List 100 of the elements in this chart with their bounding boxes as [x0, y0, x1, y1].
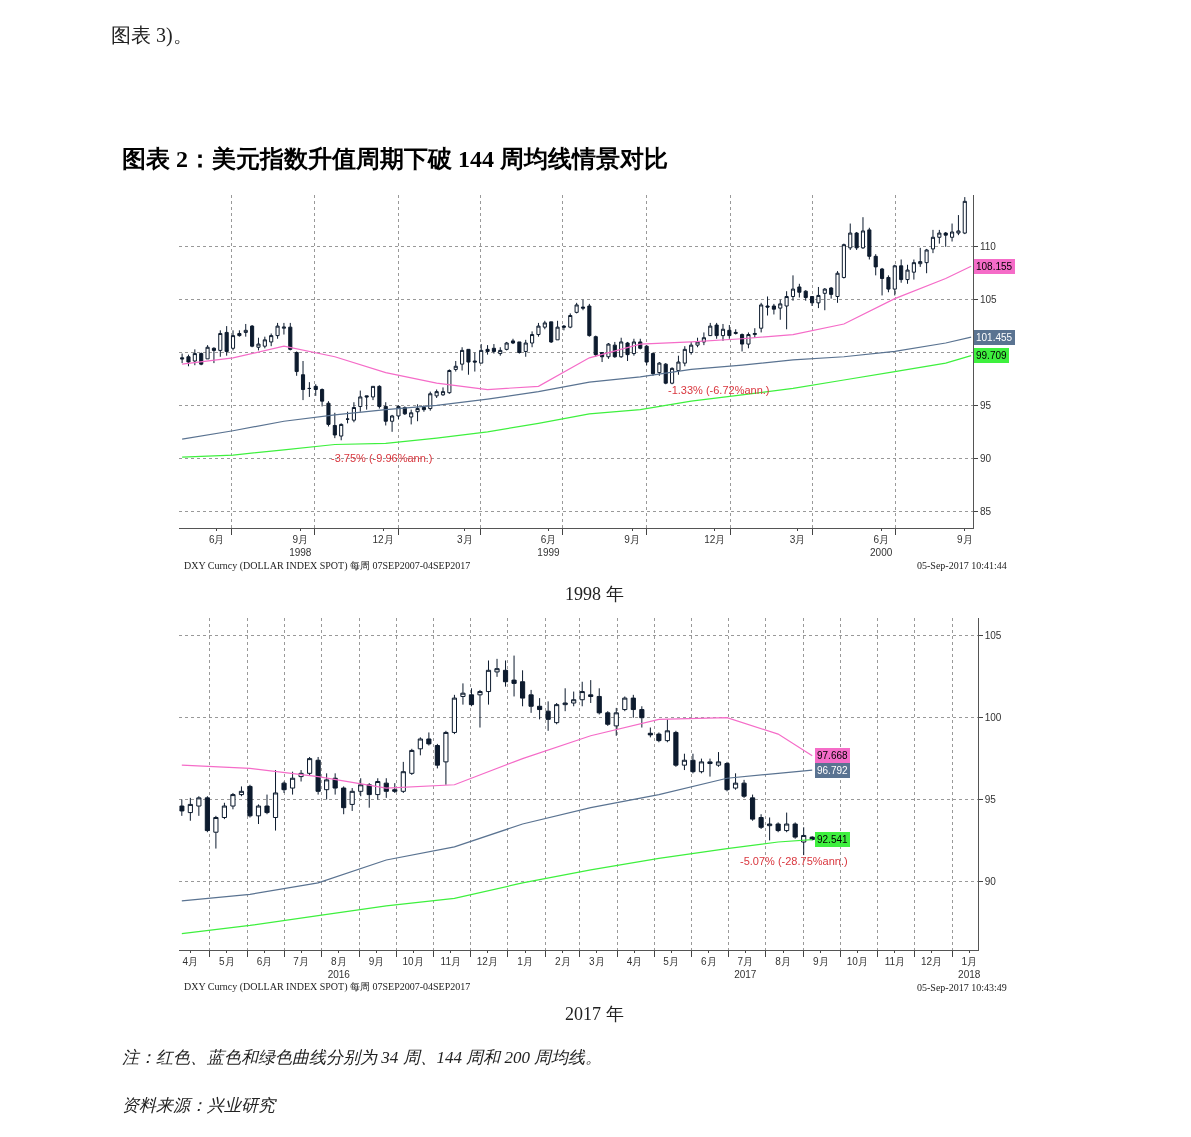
x-tick-label: 6月	[208, 534, 225, 546]
text: 注：红色、蓝色和绿色曲线分别为 34 周、144 周和 200 周均线。	[122, 1048, 603, 1067]
candlestick	[205, 344, 210, 360]
candlestick	[880, 267, 885, 296]
data-label: 101.455	[976, 332, 1013, 343]
candlestick	[396, 404, 401, 420]
candlestick	[460, 682, 466, 706]
candlestick	[899, 258, 904, 284]
candlestick	[523, 339, 528, 358]
candlestick	[841, 243, 846, 280]
candlestick	[315, 756, 321, 796]
candlestick	[792, 821, 798, 840]
candlestick	[606, 342, 611, 360]
candlestick	[860, 216, 866, 250]
text: 1998 年	[565, 584, 624, 604]
candlestick	[453, 360, 458, 373]
candlestick	[568, 312, 573, 329]
candlestick	[580, 299, 586, 311]
candlestick	[339, 422, 344, 441]
candlestick	[230, 329, 236, 351]
text: 05-Sep-2017 10:43:49	[917, 982, 1007, 993]
candlestick	[447, 368, 452, 395]
candlestick	[519, 669, 526, 707]
candlestick	[593, 335, 598, 358]
x-tick-label: 12月	[476, 955, 498, 967]
candlestick	[733, 328, 738, 336]
candlestick	[676, 355, 681, 376]
candlestick	[555, 320, 560, 341]
y-tick-label: 105	[979, 294, 998, 306]
candlestick	[179, 799, 185, 817]
candlestick	[956, 214, 961, 236]
candlestick	[326, 400, 331, 428]
candlestick	[289, 771, 296, 796]
x-tick-label: 4月	[626, 955, 643, 967]
candlestick	[250, 324, 255, 348]
annotation: -1.33% (-6.72%ann.)	[668, 384, 770, 396]
candlestick	[536, 322, 541, 338]
candlestick	[510, 338, 516, 345]
candlestick	[778, 299, 783, 321]
candlestick	[657, 361, 662, 377]
candlestick	[639, 705, 645, 729]
candlestick	[247, 784, 253, 818]
candlestick	[332, 772, 338, 796]
candlestick	[358, 777, 364, 797]
candlestick	[477, 689, 483, 729]
candlestick	[924, 248, 929, 274]
text: 05-Sep-2017 10:41:44	[917, 560, 1007, 571]
candlestick	[300, 360, 306, 401]
candlestick	[275, 322, 280, 340]
candlestick	[720, 323, 726, 342]
candlestick	[886, 274, 891, 293]
candlestick	[854, 231, 859, 251]
candlestick	[186, 354, 191, 367]
y-tick-label: 105	[984, 630, 1002, 642]
candlestick	[588, 679, 594, 704]
candlestick	[213, 815, 219, 850]
candlestick	[243, 323, 248, 338]
y-tick-label: 95	[984, 794, 997, 805]
x-tick-label: 9月	[368, 955, 385, 967]
x-tick-label: 6月 1999	[537, 534, 561, 559]
candlestick	[681, 753, 688, 771]
candlestick	[358, 390, 363, 413]
candlestick	[930, 229, 936, 254]
candlestick	[451, 694, 458, 735]
x-tick-label: 9月	[624, 534, 640, 546]
text: 2017 年	[565, 1004, 624, 1024]
candlestick	[596, 687, 602, 715]
candlestick	[630, 694, 636, 719]
x-tick-label: 5月	[219, 955, 235, 967]
chart-title: 图表 2：美元指数升值周期下破 144 周均线情景对比	[122, 145, 668, 172]
candlestick	[421, 404, 426, 413]
candlestick	[822, 287, 827, 311]
candlestick	[771, 303, 776, 315]
candlestick	[281, 322, 286, 336]
candlestick	[307, 381, 312, 398]
candlestick	[695, 337, 700, 348]
candlestick	[962, 196, 967, 235]
candlestick	[911, 258, 916, 281]
x-tick-label: 7月	[293, 955, 309, 967]
candlestick	[605, 710, 611, 727]
candlestick	[752, 327, 757, 339]
candlestick	[670, 366, 675, 385]
x-tick-label: 1月	[517, 955, 533, 967]
candlestick	[392, 782, 398, 794]
candlestick	[491, 343, 496, 355]
candlestick	[612, 341, 617, 359]
candlestick	[485, 344, 490, 356]
candlestick	[530, 330, 535, 348]
x-tick-label: 12月	[704, 534, 726, 546]
candlestick	[784, 290, 789, 330]
candlestick	[341, 785, 347, 815]
candlestick	[537, 697, 543, 720]
candlestick	[237, 329, 242, 338]
x-tick-label: 2月	[554, 955, 571, 967]
candlestick	[370, 385, 376, 401]
candlestick	[313, 383, 318, 397]
candlestick	[238, 785, 245, 797]
candlestick	[269, 333, 274, 347]
candlestick	[918, 247, 923, 268]
candlestick	[714, 322, 719, 340]
